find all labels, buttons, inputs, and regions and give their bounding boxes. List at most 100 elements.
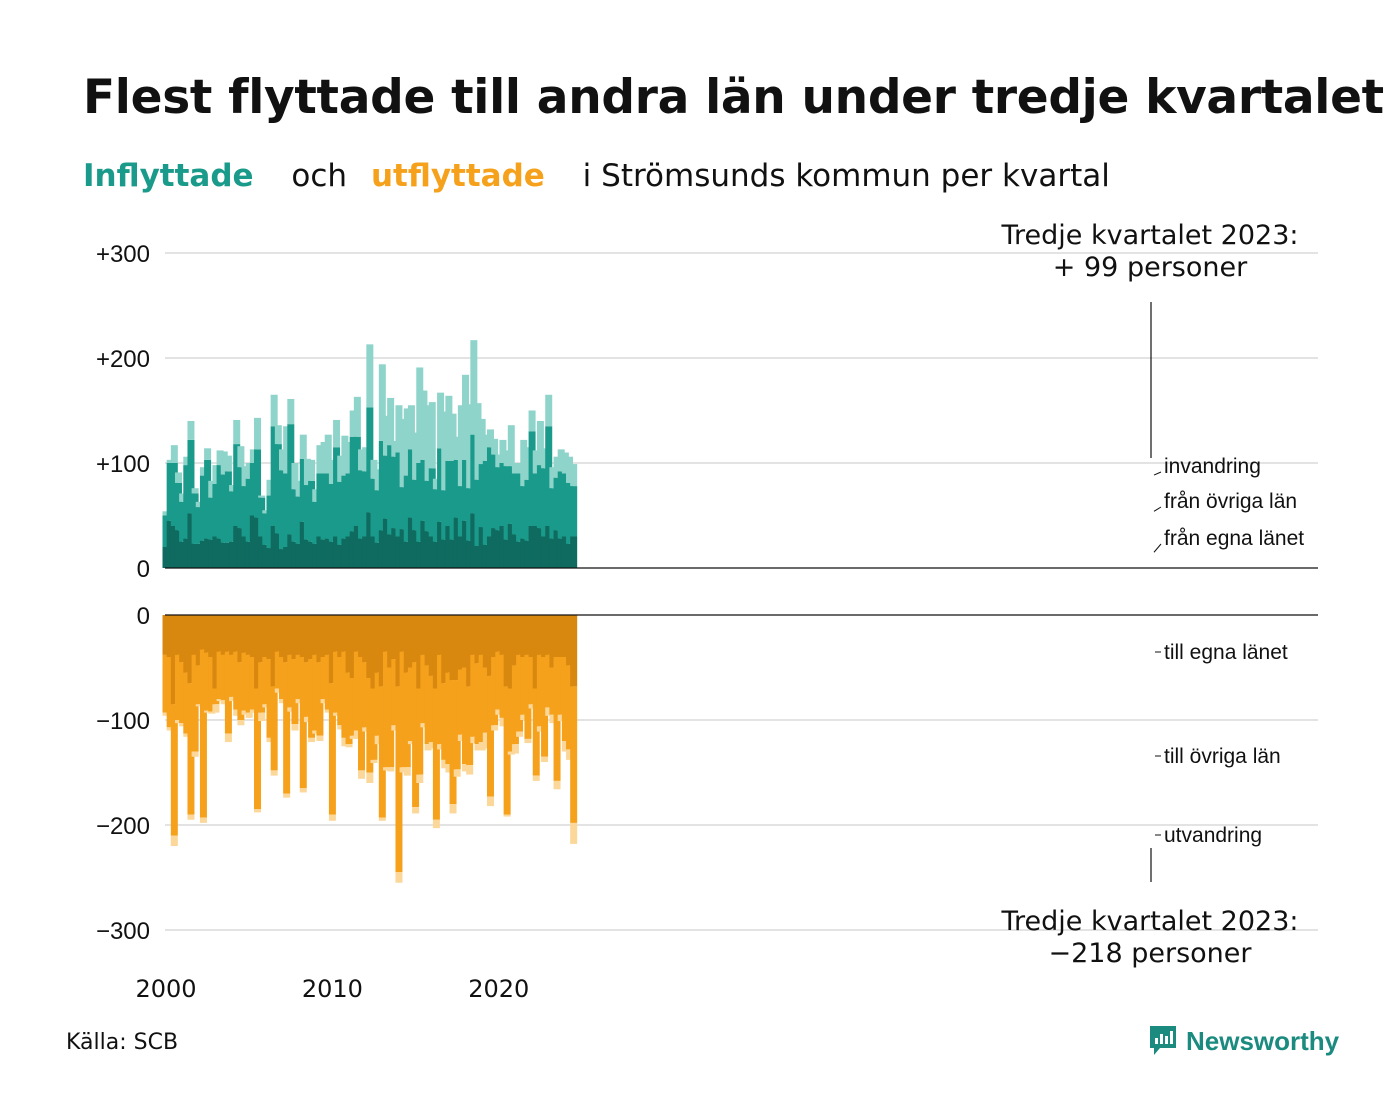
bar-in-immig <box>536 421 544 466</box>
bar-out-other <box>374 672 382 736</box>
bar-in-local <box>399 529 407 568</box>
bar-in-local <box>474 545 482 568</box>
leader-line <box>1153 543 1162 553</box>
bar-out-emig <box>445 764 453 773</box>
bar-in-other <box>378 440 386 531</box>
bar-out-emig <box>283 793 291 798</box>
bar-in-local <box>503 539 511 568</box>
bar-in-other <box>345 473 353 537</box>
bar-out-emig <box>470 736 478 744</box>
bar-out-local <box>204 615 212 653</box>
bar-out-emig <box>462 764 470 772</box>
bar-out-other <box>341 651 349 738</box>
bar-in-other <box>366 407 374 513</box>
bar-in-local <box>391 528 399 568</box>
bar-in-other <box>499 463 507 526</box>
bar-out-emig <box>382 767 390 771</box>
bar-out-local <box>566 615 574 666</box>
bar-in-immig <box>432 478 440 490</box>
bar-in-immig <box>274 425 282 445</box>
bar-out-other <box>495 651 503 710</box>
bar-in-immig <box>453 436 461 460</box>
subtitle-inflyttade: Inflyttade <box>83 158 254 194</box>
bar-out-other <box>320 657 328 699</box>
bar-in-immig <box>299 434 307 459</box>
bar-in-immig <box>557 449 565 472</box>
bar-out-local <box>466 615 474 687</box>
bar-out-local <box>362 615 370 663</box>
bar-in-immig <box>212 465 220 484</box>
bar-in-other <box>457 486 465 537</box>
bar-in-other <box>353 436 361 526</box>
bar-out-local <box>507 615 515 689</box>
series-label-fran-egna-lanet: från egna länet <box>1164 527 1304 550</box>
leader-line <box>1153 506 1162 512</box>
bar-out-other <box>345 672 353 745</box>
bar-in-immig <box>520 439 528 487</box>
bar-in-local <box>270 526 278 568</box>
bar-in-other <box>262 513 270 545</box>
bar-in-local <box>170 526 178 568</box>
bar-out-other <box>220 654 228 701</box>
bar-in-other <box>432 489 440 542</box>
bar-in-immig <box>199 467 207 476</box>
bar-out-other <box>416 688 424 775</box>
bar-in-immig <box>220 451 228 475</box>
bar-out-emig <box>412 807 420 814</box>
bar-out-local <box>437 615 445 655</box>
bar-out-local <box>308 615 316 660</box>
bar-out-other <box>378 686 386 818</box>
bar-in-immig <box>229 485 237 492</box>
bar-in-other <box>561 473 569 537</box>
bar-out-emig <box>520 714 528 720</box>
bar-out-other <box>395 686 403 873</box>
bar-out-other <box>283 662 291 794</box>
bar-out-emig <box>503 814 511 817</box>
bar-out-local <box>403 615 411 673</box>
bar-in-local <box>291 541 299 568</box>
bar-out-other <box>191 654 199 752</box>
bar-out-other <box>403 672 411 768</box>
bar-out-other <box>312 654 320 731</box>
bar-in-local <box>412 530 420 568</box>
bar-in-local <box>341 538 349 568</box>
bar-out-local <box>474 615 482 664</box>
bar-in-immig <box>170 445 178 463</box>
brand: Newsworthy <box>1148 1024 1339 1058</box>
bar-in-immig <box>270 394 278 427</box>
y-tick-label-bottom: −300 <box>96 918 150 945</box>
bar-out-other <box>486 675 494 797</box>
bar-out-emig <box>270 770 278 776</box>
bar-in-local <box>358 538 366 568</box>
bar-out-emig <box>303 716 311 723</box>
bar-out-other <box>511 665 519 745</box>
bar-in-other <box>541 468 549 537</box>
bar-out-other <box>199 649 207 818</box>
bar-in-immig <box>391 440 399 457</box>
bar-in-local <box>495 530 503 568</box>
bar-out-local <box>358 615 366 657</box>
bar-in-local <box>216 538 224 568</box>
bar-out-emig <box>258 712 266 722</box>
bar-out-emig <box>495 709 503 715</box>
bar-in-other <box>370 478 378 537</box>
bar-in-other <box>566 482 574 544</box>
bar-out-other <box>391 659 399 726</box>
bar-in-other <box>245 478 253 542</box>
bar-out-other <box>308 659 316 738</box>
bar-in-other <box>453 459 461 518</box>
bar-out-local <box>170 615 178 705</box>
bar-in-other <box>274 444 282 534</box>
bar-in-local <box>183 538 191 568</box>
bar-out-emig <box>541 756 549 762</box>
bar-in-immig <box>362 447 370 472</box>
bar-in-other <box>403 475 411 542</box>
bar-in-local <box>353 526 361 568</box>
bar-in-local <box>299 521 307 568</box>
bar-in-other <box>316 473 324 537</box>
bar-out-other <box>482 667 490 733</box>
y-tick-label-bottom: −100 <box>96 708 150 735</box>
bar-in-immig <box>428 402 436 469</box>
bar-in-local <box>303 539 311 568</box>
bar-in-other <box>536 465 544 529</box>
